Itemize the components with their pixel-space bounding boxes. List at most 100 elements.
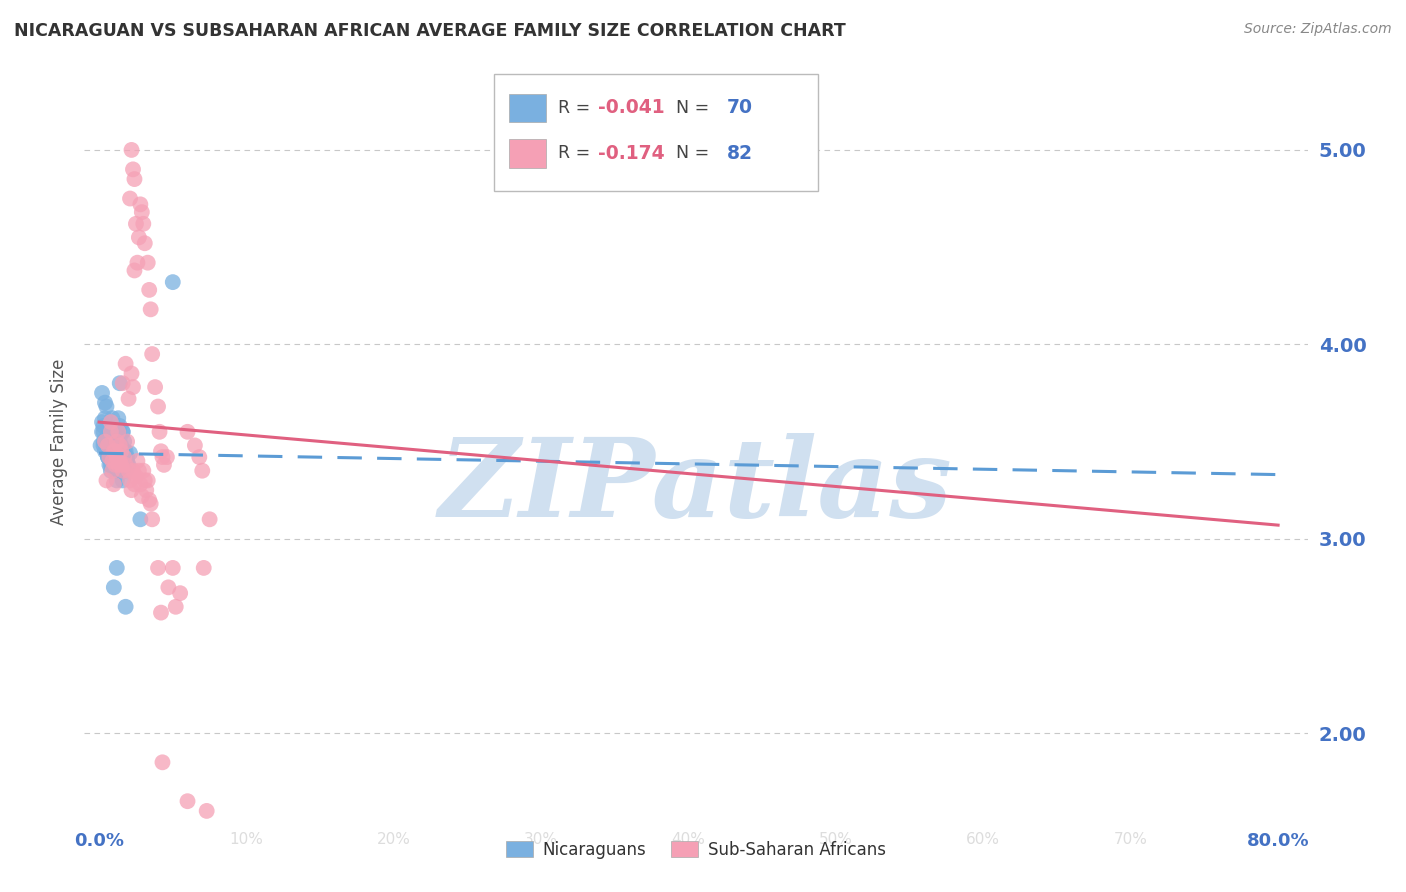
Point <box>107 442 129 457</box>
Point <box>104 444 127 458</box>
Point <box>111 376 134 391</box>
Point <box>91 425 114 439</box>
Point <box>91 415 114 429</box>
Point <box>141 512 163 526</box>
Point <box>153 458 176 472</box>
Point <box>98 444 121 458</box>
Point <box>108 454 131 468</box>
Point <box>112 444 135 458</box>
Point <box>93 434 115 449</box>
Point <box>98 458 121 472</box>
Text: R =: R = <box>558 145 596 162</box>
Point <box>139 497 162 511</box>
FancyBboxPatch shape <box>509 94 546 122</box>
Point <box>108 376 131 391</box>
Point <box>195 804 218 818</box>
Point <box>118 192 141 206</box>
Point <box>103 477 125 491</box>
Point <box>105 561 128 575</box>
Point <box>108 431 131 445</box>
Point <box>121 367 143 381</box>
Point <box>136 474 159 488</box>
Point <box>141 347 163 361</box>
Point <box>111 474 134 488</box>
Point <box>121 483 143 497</box>
Point <box>108 419 131 434</box>
Point <box>107 458 129 472</box>
Point <box>122 380 145 394</box>
Point <box>129 512 152 526</box>
Point <box>96 474 118 488</box>
Point <box>162 561 184 575</box>
Point <box>100 458 122 472</box>
Point <box>122 464 145 478</box>
FancyBboxPatch shape <box>509 139 546 168</box>
Point <box>157 580 180 594</box>
Point <box>114 357 136 371</box>
Point <box>111 425 134 439</box>
Point <box>138 283 160 297</box>
Point <box>101 434 124 449</box>
Point <box>114 444 136 458</box>
Point <box>124 477 146 491</box>
Point <box>93 425 115 439</box>
Point <box>100 450 122 464</box>
Legend: Nicaraguans, Sub-Saharan Africans: Nicaraguans, Sub-Saharan Africans <box>499 834 893 865</box>
Point <box>97 438 120 452</box>
Point <box>100 464 122 478</box>
Point <box>124 263 146 277</box>
Point <box>148 425 170 439</box>
Point <box>107 425 129 439</box>
Point <box>91 386 114 401</box>
Point <box>114 458 136 472</box>
Point <box>118 474 141 488</box>
Point <box>125 469 148 483</box>
Point <box>162 275 184 289</box>
Point <box>96 400 118 414</box>
Point <box>156 450 179 464</box>
Text: R =: R = <box>558 99 596 117</box>
Point <box>110 458 132 472</box>
Point <box>97 450 120 464</box>
Point <box>97 450 120 464</box>
Point <box>191 464 214 478</box>
Point <box>139 302 162 317</box>
Point <box>146 561 169 575</box>
Point <box>101 411 124 425</box>
Point <box>138 492 160 507</box>
Point <box>136 255 159 269</box>
Point <box>129 197 152 211</box>
Point <box>112 450 135 464</box>
Point <box>104 450 127 464</box>
Point <box>129 477 152 491</box>
Point <box>117 458 139 472</box>
Point <box>124 172 146 186</box>
Point <box>125 217 148 231</box>
Point <box>143 380 166 394</box>
Point <box>165 599 187 614</box>
Point <box>97 438 120 452</box>
Point <box>103 444 125 458</box>
Text: NICARAGUAN VS SUBSAHARAN AFRICAN AVERAGE FAMILY SIZE CORRELATION CHART: NICARAGUAN VS SUBSAHARAN AFRICAN AVERAGE… <box>14 22 846 40</box>
Point <box>93 438 115 452</box>
Text: -0.041: -0.041 <box>598 98 665 118</box>
Text: N =: N = <box>665 99 716 117</box>
Point <box>146 400 169 414</box>
Point <box>105 474 128 488</box>
Point <box>115 450 138 464</box>
Point <box>103 450 125 464</box>
Point <box>188 450 211 464</box>
Point <box>101 464 124 478</box>
Point <box>96 438 118 452</box>
Point <box>93 419 115 434</box>
Point <box>105 446 128 460</box>
Point <box>117 392 139 406</box>
Point <box>127 454 149 468</box>
Point <box>98 434 121 449</box>
Point <box>193 561 215 575</box>
Point <box>105 464 128 478</box>
Point <box>114 599 136 614</box>
Text: ZIPatlas: ZIPatlas <box>439 434 953 541</box>
Point <box>110 454 132 468</box>
Point <box>128 464 150 478</box>
